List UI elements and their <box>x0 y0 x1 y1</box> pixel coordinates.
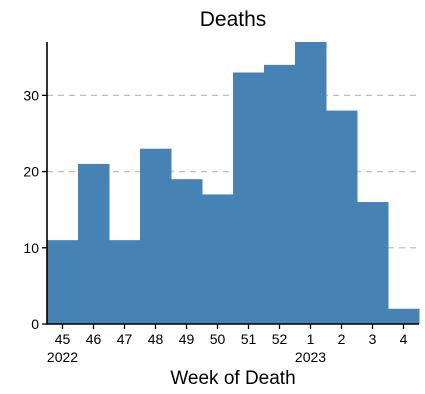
bar <box>326 110 358 324</box>
x-year-label: 2023 <box>295 349 326 365</box>
y-tick-label: 30 <box>23 87 39 103</box>
bars <box>47 42 420 325</box>
y-tick-label: 10 <box>23 240 39 256</box>
y-tick-label: 0 <box>31 316 39 332</box>
x-tick-label: 50 <box>210 331 226 347</box>
x-axis-label: Week of Death <box>170 368 295 389</box>
bar <box>140 148 172 324</box>
bar <box>264 64 296 324</box>
x-tick-label: 1 <box>307 331 315 347</box>
x-tick-label: 51 <box>241 331 257 347</box>
x-ticks: 45 46 47 48 49 50 51 52 1 2 3 4 <box>55 324 408 347</box>
y-tick-label: 20 <box>23 164 39 180</box>
x-tick-label: 2 <box>338 331 346 347</box>
bar <box>109 240 141 324</box>
y-ticks: 0 10 20 30 <box>23 87 47 332</box>
x-tick-label: 3 <box>369 331 377 347</box>
x-tick-label: 47 <box>117 331 133 347</box>
chart-title: Deaths <box>200 8 267 31</box>
x-tick-label: 49 <box>179 331 195 347</box>
x-tick-label: 45 <box>55 331 71 347</box>
bar <box>47 240 79 324</box>
x-tick-label: 4 <box>400 331 408 347</box>
year-labels: 2022 2023 <box>47 349 326 365</box>
bar <box>388 308 420 324</box>
bar <box>202 194 234 324</box>
bar <box>171 179 203 324</box>
x-tick-label: 52 <box>272 331 288 347</box>
x-tick-label: 48 <box>148 331 164 347</box>
x-year-label: 2022 <box>47 349 78 365</box>
bar <box>233 72 265 325</box>
bar <box>295 42 327 324</box>
axes <box>46 42 419 325</box>
bar <box>357 202 389 324</box>
x-tick-label: 46 <box>86 331 102 347</box>
bar <box>78 163 110 324</box>
